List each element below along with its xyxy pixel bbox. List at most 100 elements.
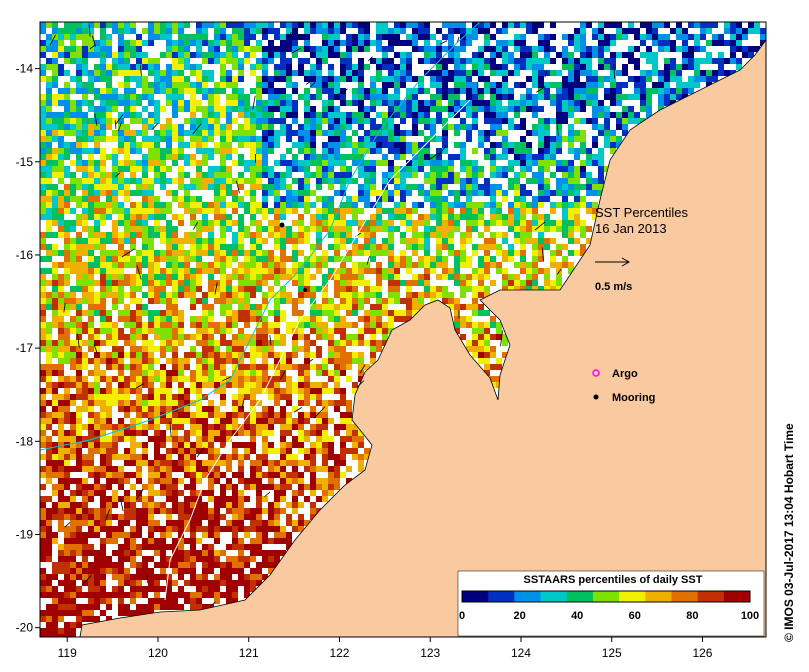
sst-pixel: [310, 82, 316, 88]
sst-pixel: [64, 382, 70, 388]
sst-pixel: [40, 124, 46, 130]
sst-pixel: [442, 172, 448, 178]
sst-pixel: [424, 28, 430, 34]
sst-pixel: [322, 382, 328, 388]
sst-pixel: [346, 280, 352, 286]
sst-pixel-layer: [40, 22, 766, 637]
sst-pixel: [352, 298, 358, 304]
sst-pixel: [424, 238, 430, 244]
sst-pixel: [370, 100, 376, 106]
sst-pixel: [76, 196, 82, 202]
sst-pixel: [130, 316, 136, 322]
sst-pixel: [232, 322, 238, 328]
sst-pixel: [496, 208, 502, 214]
sst-pixel: [94, 256, 100, 262]
sst-pixel: [478, 166, 484, 172]
sst-pixel: [442, 34, 448, 40]
sst-pixel: [394, 214, 400, 220]
sst-pixel: [244, 190, 250, 196]
sst-pixel: [124, 424, 130, 430]
sst-pixel: [262, 418, 268, 424]
sst-pixel: [178, 88, 184, 94]
sst-pixel: [544, 166, 550, 172]
sst-pixel: [148, 292, 154, 298]
sst-pixel: [58, 328, 64, 334]
sst-pixel: [106, 448, 112, 454]
sst-pixel: [400, 166, 406, 172]
sst-pixel: [196, 448, 202, 454]
sst-pixel: [232, 82, 238, 88]
sst-pixel: [418, 214, 424, 220]
sst-pixel: [256, 142, 262, 148]
sst-pixel: [238, 412, 244, 418]
sst-pixel: [268, 172, 274, 178]
sst-pixel: [148, 148, 154, 154]
sst-pixel: [124, 190, 130, 196]
sst-pixel: [376, 280, 382, 286]
sst-pixel: [334, 88, 340, 94]
sst-pixel: [220, 280, 226, 286]
sst-pixel: [76, 100, 82, 106]
sst-pixel: [352, 442, 358, 448]
sst-pixel: [166, 124, 172, 130]
sst-pixel: [70, 400, 76, 406]
sst-pixel: [70, 316, 76, 322]
sst-pixel: [352, 244, 358, 250]
sst-pixel: [358, 88, 364, 94]
sst-pixel: [502, 250, 508, 256]
sst-pixel: [286, 100, 292, 106]
sst-pixel: [196, 358, 202, 364]
sst-pixel: [514, 172, 520, 178]
sst-pixel: [88, 346, 94, 352]
sst-pixel: [430, 190, 436, 196]
sst-pixel: [388, 76, 394, 82]
sst-pixel: [94, 472, 100, 478]
sst-pixel: [268, 106, 274, 112]
sst-pixel: [364, 28, 370, 34]
sst-pixel: [40, 244, 46, 250]
sst-pixel: [598, 28, 604, 34]
sst-pixel: [40, 388, 46, 394]
sst-pixel: [550, 118, 556, 124]
sst-pixel: [280, 292, 286, 298]
sst-pixel: [202, 412, 208, 418]
sst-pixel: [244, 118, 250, 124]
sst-pixel: [436, 28, 442, 34]
sst-pixel: [154, 256, 160, 262]
sst-pixel: [250, 478, 256, 484]
sst-pixel: [250, 394, 256, 400]
sst-pixel: [130, 358, 136, 364]
sst-pixel: [286, 364, 292, 370]
sst-pixel: [706, 76, 712, 82]
sst-pixel: [592, 88, 598, 94]
sst-pixel: [412, 280, 418, 286]
sst-pixel: [520, 166, 526, 172]
sst-pixel: [520, 208, 526, 214]
sst-pixel: [262, 214, 268, 220]
sst-pixel: [538, 154, 544, 160]
sst-pixel: [106, 292, 112, 298]
sst-pixel: [628, 106, 634, 112]
sst-pixel: [340, 124, 346, 130]
sst-pixel: [172, 100, 178, 106]
sst-pixel: [100, 268, 106, 274]
sst-pixel: [46, 412, 52, 418]
sst-pixel: [286, 226, 292, 232]
sst-pixel: [244, 160, 250, 166]
sst-pixel: [46, 460, 52, 466]
sst-pixel: [358, 304, 364, 310]
sst-pixel: [52, 28, 58, 34]
sst-pixel: [292, 388, 298, 394]
sst-pixel: [334, 370, 340, 376]
sst-pixel: [364, 34, 370, 40]
sst-pixel: [346, 292, 352, 298]
sst-pixel: [340, 352, 346, 358]
sst-pixel: [118, 22, 124, 28]
sst-pixel: [106, 406, 112, 412]
sst-pixel: [94, 184, 100, 190]
sst-pixel: [256, 454, 262, 460]
sst-pixel: [682, 28, 688, 34]
sst-pixel: [160, 430, 166, 436]
sst-pixel: [244, 232, 250, 238]
sst-pixel: [172, 364, 178, 370]
